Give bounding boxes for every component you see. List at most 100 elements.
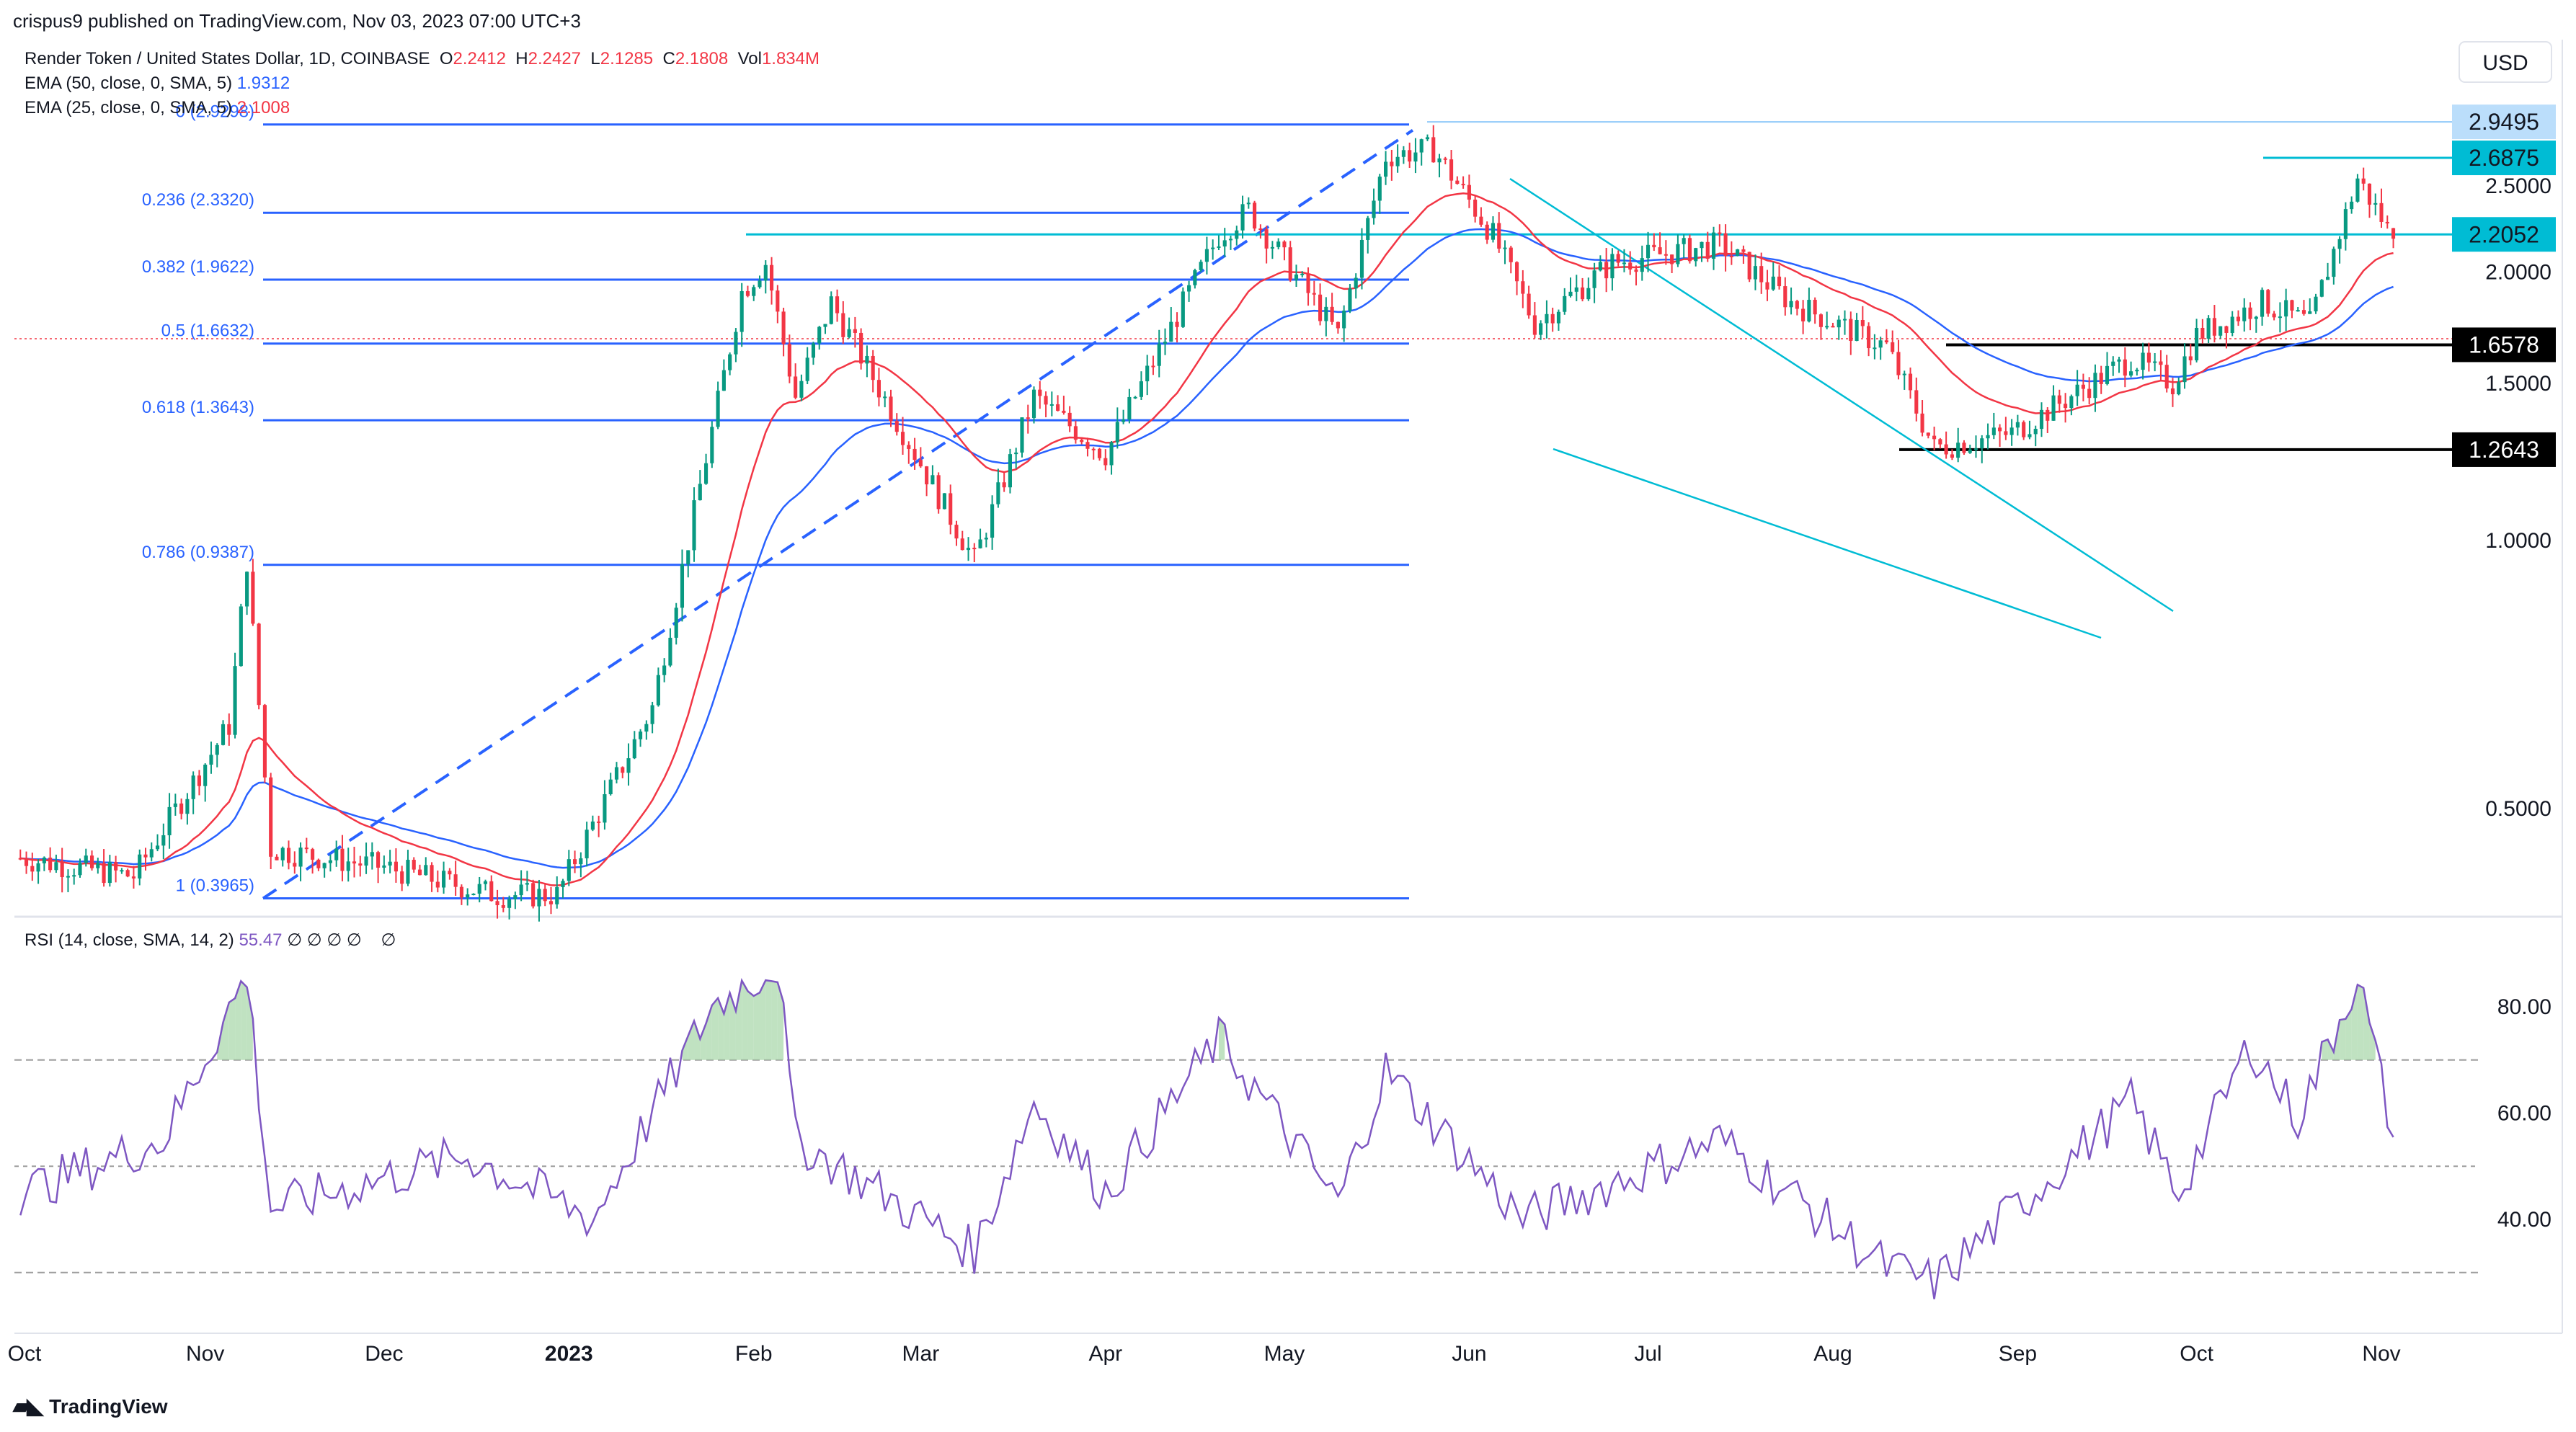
candle (1175, 312, 1179, 343)
candle-body (1991, 427, 1996, 435)
candle-body (1771, 276, 1775, 290)
symbol-name[interactable]: Render Token / United States Dollar, 1D,… (25, 49, 430, 68)
fib-label-0: 0 (2.9298) (176, 102, 254, 122)
time-label: 2023 (545, 1342, 593, 1366)
candle (608, 773, 613, 796)
candle (1026, 404, 1030, 434)
candle (740, 283, 744, 347)
candle-body (149, 849, 154, 858)
candle (1282, 240, 1287, 261)
ema25-label[interactable]: EMA (25, close, 0, SMA, 5) (25, 98, 233, 117)
candle-body (740, 291, 744, 332)
candle-body (358, 863, 363, 866)
candle-body (1049, 404, 1054, 406)
candle (388, 850, 392, 873)
candle (1049, 391, 1054, 417)
candle-body (2164, 365, 2169, 389)
candle (1056, 395, 1060, 412)
candle-body (972, 548, 977, 550)
ema50-label[interactable]: EMA (50, close, 0, SMA, 5) (25, 74, 233, 93)
candle (1711, 226, 1716, 270)
currency-button[interactable] (2459, 41, 2552, 83)
brand-name: TradingView (49, 1395, 168, 1418)
candle-body (1073, 426, 1078, 440)
candle-body (698, 484, 702, 501)
price-tick: 2.0000 (2485, 261, 2551, 285)
candle-body (1622, 262, 1627, 264)
candle-body (876, 380, 881, 398)
candle-body (1563, 295, 1567, 312)
candle-body (703, 463, 709, 484)
price-axis[interactable]: USD0.50001.00001.50002.00002.50003.00002… (2452, 41, 2556, 821)
candle-body (1818, 314, 1823, 327)
candle-body (435, 881, 440, 888)
candle-body (769, 264, 774, 291)
candle-body (1586, 288, 1591, 300)
rsi-overbought-fill (228, 998, 236, 1060)
candle-body (382, 865, 386, 868)
price-tick: 2.5000 (2485, 174, 2551, 198)
price-tag-bg (2452, 432, 2556, 467)
candle-body (1479, 216, 1483, 225)
candle-body (173, 803, 177, 807)
candle (262, 703, 267, 783)
rsi-overbought-fill (718, 998, 724, 1060)
candle (1795, 299, 1799, 316)
time-axis[interactable]: Oct Nov Dec 2023 Feb Mar Apr May Jun Jul Aug Sep Oct… (8, 1342, 2401, 1366)
candle-body (1413, 152, 1418, 162)
candle-body (424, 865, 428, 876)
symbol-legend[interactable]: Render Token / United States Dollar, 1D,… (25, 49, 820, 69)
candle (1073, 420, 1078, 444)
candle-body (2141, 352, 2145, 370)
candle (2361, 167, 2366, 191)
candle (776, 285, 780, 324)
rsi-label[interactable]: RSI (14, close, SMA, 14, 2) (25, 930, 234, 950)
rsi-legend[interactable]: RSI (14, close, SMA, 14, 2) 55.47 ∅ ∅ ∅ … (25, 930, 396, 951)
candle-body (2039, 409, 2044, 430)
candle (1139, 371, 1143, 400)
candle-body (561, 881, 565, 888)
candle (1193, 268, 1197, 289)
candle-body (233, 666, 237, 735)
candle (346, 848, 350, 882)
footer-brand[interactable]: ▰◣ TradingView (13, 1394, 168, 1419)
candle (1020, 417, 1024, 458)
fib-retracement[interactable]: 0 (2.9298) 0.236 (2.3320) 0.382 (1.9622) 0.… (142, 102, 1414, 900)
candle-body (1193, 270, 1197, 285)
candle-body (466, 894, 470, 898)
tradingview-logo-icon: ▰◣ (13, 1395, 43, 1418)
candle (495, 889, 499, 919)
candle-body (215, 744, 219, 755)
candle-body (448, 871, 452, 875)
candle-body (2046, 409, 2050, 421)
trendlines[interactable] (14, 121, 2479, 639)
candle (1836, 315, 1841, 340)
candle-body (2242, 307, 2247, 321)
candle (42, 856, 46, 871)
candle-body (1318, 294, 1323, 321)
candle-body (2004, 431, 2008, 435)
candle-body (489, 881, 494, 902)
candle (1705, 231, 1710, 262)
candle (251, 559, 255, 626)
candle (1336, 321, 1340, 334)
candle-body (1527, 293, 1531, 316)
price-tag: 2.9495 (2452, 104, 2556, 140)
candle-body (1026, 417, 1030, 419)
candle (1067, 406, 1072, 432)
candle-body (2343, 209, 2348, 239)
candle (269, 773, 273, 870)
rsi-overbought-fill (753, 992, 760, 1060)
candle-body (2219, 326, 2223, 336)
ema25-legend[interactable]: EMA (25, close, 0, SMA, 5) 2.1008 (25, 98, 290, 118)
candle (1926, 432, 1930, 439)
rsi-overbought-fill (711, 998, 719, 1060)
candle-body (1002, 482, 1006, 488)
candle (1980, 435, 1984, 463)
ema50-value: 1.9312 (236, 74, 290, 93)
candle-body (143, 854, 148, 858)
candle (2385, 215, 2389, 229)
ema50-legend[interactable]: EMA (50, close, 0, SMA, 5) 1.9312 (25, 74, 290, 94)
candle (1014, 448, 1018, 469)
